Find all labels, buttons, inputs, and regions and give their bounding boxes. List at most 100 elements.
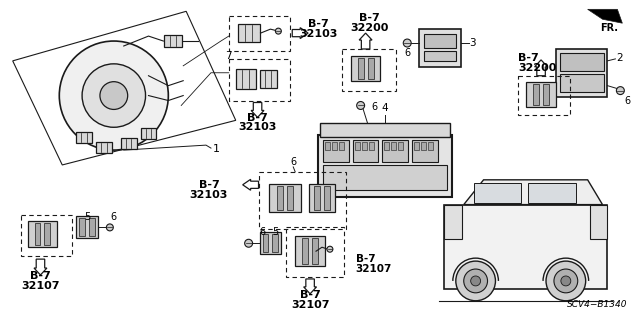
Bar bbox=[392, 142, 396, 150]
Text: FR.: FR. bbox=[600, 23, 618, 33]
Bar bbox=[444, 204, 607, 289]
Bar bbox=[385, 142, 389, 150]
Text: 6: 6 bbox=[290, 157, 296, 167]
Bar bbox=[414, 142, 419, 150]
Bar bbox=[543, 84, 549, 105]
Text: 32107: 32107 bbox=[291, 300, 330, 310]
Bar bbox=[76, 217, 98, 238]
Bar bbox=[589, 204, 607, 239]
Bar bbox=[421, 142, 426, 150]
Bar bbox=[324, 186, 330, 210]
Polygon shape bbox=[251, 102, 264, 117]
Circle shape bbox=[100, 82, 128, 109]
Bar bbox=[355, 142, 360, 150]
Text: 5: 5 bbox=[84, 212, 90, 222]
Text: B-7: B-7 bbox=[247, 114, 268, 123]
Bar bbox=[419, 29, 461, 67]
Circle shape bbox=[244, 239, 253, 247]
Bar bbox=[79, 219, 85, 236]
Bar bbox=[369, 142, 374, 150]
Bar bbox=[556, 49, 607, 97]
Text: 32107: 32107 bbox=[21, 281, 60, 291]
Bar bbox=[277, 186, 284, 210]
Text: B-7: B-7 bbox=[356, 254, 375, 264]
Bar bbox=[412, 140, 438, 162]
Circle shape bbox=[561, 276, 571, 286]
Text: 6: 6 bbox=[404, 48, 410, 58]
Text: 6: 6 bbox=[111, 212, 117, 222]
Bar bbox=[398, 142, 403, 150]
Bar bbox=[383, 140, 408, 162]
Text: 6: 6 bbox=[624, 95, 630, 106]
Text: 32200: 32200 bbox=[350, 23, 388, 33]
Bar bbox=[332, 142, 337, 150]
Text: B-7: B-7 bbox=[300, 290, 321, 300]
Bar bbox=[287, 186, 293, 210]
Bar bbox=[367, 58, 374, 79]
Circle shape bbox=[546, 261, 586, 301]
Bar bbox=[96, 142, 112, 152]
Circle shape bbox=[327, 246, 333, 252]
Bar bbox=[260, 70, 277, 88]
Bar bbox=[295, 236, 325, 266]
Bar bbox=[44, 223, 51, 245]
Circle shape bbox=[60, 41, 168, 150]
Bar bbox=[318, 135, 452, 197]
Text: B-7: B-7 bbox=[518, 53, 539, 63]
Bar bbox=[302, 238, 308, 264]
Bar bbox=[323, 140, 349, 162]
Bar bbox=[229, 59, 291, 100]
Bar bbox=[164, 35, 182, 47]
Bar bbox=[262, 234, 268, 252]
Circle shape bbox=[616, 87, 625, 94]
Polygon shape bbox=[534, 60, 547, 76]
Text: B-7: B-7 bbox=[359, 13, 380, 23]
Bar bbox=[444, 204, 461, 239]
Text: SCV4−B1340: SCV4−B1340 bbox=[567, 300, 627, 309]
Bar bbox=[229, 16, 291, 51]
Circle shape bbox=[470, 276, 481, 286]
Polygon shape bbox=[292, 28, 308, 39]
Bar bbox=[76, 132, 92, 143]
Polygon shape bbox=[588, 9, 622, 23]
Circle shape bbox=[106, 224, 113, 231]
Bar bbox=[269, 184, 301, 211]
Circle shape bbox=[82, 64, 145, 127]
Text: 32103: 32103 bbox=[190, 190, 228, 200]
Bar bbox=[560, 74, 604, 92]
Bar bbox=[323, 165, 447, 190]
Bar bbox=[518, 76, 570, 115]
Bar bbox=[314, 186, 320, 210]
Bar bbox=[351, 56, 380, 81]
Circle shape bbox=[554, 269, 578, 293]
Text: 32103: 32103 bbox=[238, 122, 276, 132]
Circle shape bbox=[464, 269, 488, 293]
Circle shape bbox=[275, 28, 282, 34]
Bar bbox=[320, 123, 450, 137]
Text: 6: 6 bbox=[371, 102, 378, 113]
Text: 4: 4 bbox=[381, 103, 388, 114]
Text: B-7: B-7 bbox=[198, 180, 220, 190]
Bar bbox=[309, 184, 335, 211]
Text: 1: 1 bbox=[212, 144, 220, 154]
Bar bbox=[89, 219, 95, 236]
Bar bbox=[424, 34, 456, 48]
Circle shape bbox=[403, 39, 411, 47]
Polygon shape bbox=[243, 179, 259, 190]
Bar bbox=[236, 69, 255, 89]
Text: 32103: 32103 bbox=[299, 29, 337, 39]
Bar bbox=[20, 214, 72, 256]
Circle shape bbox=[456, 261, 495, 301]
Bar bbox=[428, 142, 433, 150]
Polygon shape bbox=[359, 33, 372, 49]
Bar bbox=[35, 223, 40, 245]
Bar bbox=[325, 142, 330, 150]
Bar bbox=[358, 58, 364, 79]
Bar bbox=[286, 227, 344, 277]
Text: 32200: 32200 bbox=[518, 63, 557, 73]
Bar bbox=[353, 140, 378, 162]
Text: B-7: B-7 bbox=[308, 19, 328, 29]
Bar bbox=[141, 128, 156, 139]
Circle shape bbox=[356, 101, 365, 109]
Text: 32107: 32107 bbox=[356, 264, 392, 274]
